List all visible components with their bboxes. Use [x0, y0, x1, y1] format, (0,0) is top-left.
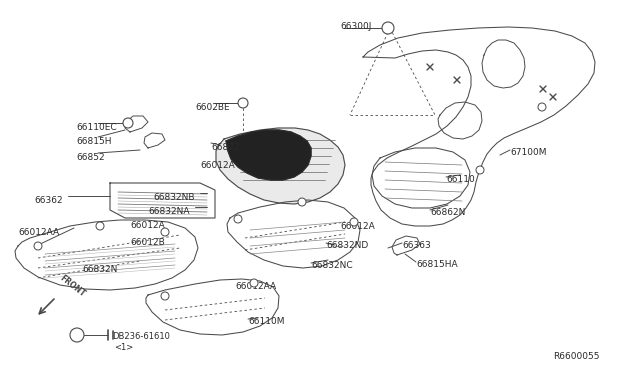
Circle shape	[238, 98, 248, 108]
Text: 66815HA: 66815HA	[416, 260, 458, 269]
Text: 66110: 66110	[446, 175, 475, 184]
Text: R6600055: R6600055	[553, 352, 600, 361]
Polygon shape	[226, 130, 311, 180]
Circle shape	[350, 218, 358, 226]
Circle shape	[250, 279, 258, 287]
Text: 66110EC: 66110EC	[76, 123, 116, 132]
Text: 66862N: 66862N	[430, 208, 465, 217]
Text: 6602BE: 6602BE	[195, 103, 230, 112]
Text: 66822: 66822	[211, 143, 239, 152]
Circle shape	[298, 198, 306, 206]
Text: 66012A: 66012A	[340, 222, 375, 231]
Text: 66363: 66363	[402, 241, 431, 250]
Text: 66832NB: 66832NB	[153, 193, 195, 202]
Text: 66012AA: 66012AA	[18, 228, 59, 237]
Circle shape	[123, 118, 133, 128]
Text: DB236-61610: DB236-61610	[112, 332, 170, 341]
Text: 66815H: 66815H	[76, 137, 111, 146]
Text: 66012B: 66012B	[130, 238, 164, 247]
Text: 66832NA: 66832NA	[148, 207, 189, 216]
Circle shape	[70, 328, 84, 342]
Text: 66012A: 66012A	[130, 221, 164, 230]
Polygon shape	[216, 128, 345, 204]
Circle shape	[382, 22, 394, 34]
Circle shape	[161, 228, 169, 236]
Circle shape	[96, 222, 104, 230]
Text: 66012A: 66012A	[200, 161, 235, 170]
Text: 66832N: 66832N	[82, 265, 117, 274]
Text: FRONT: FRONT	[58, 274, 87, 299]
Text: <1>: <1>	[114, 343, 133, 352]
Circle shape	[34, 242, 42, 250]
Text: 66362: 66362	[34, 196, 63, 205]
Circle shape	[538, 103, 546, 111]
Text: 66012AA: 66012AA	[235, 282, 276, 291]
Circle shape	[161, 292, 169, 300]
Text: 66832NC: 66832NC	[311, 261, 353, 270]
Text: 67100M: 67100M	[510, 148, 547, 157]
Text: 66852: 66852	[76, 153, 104, 162]
Circle shape	[234, 215, 242, 223]
Text: 66300J: 66300J	[340, 22, 371, 31]
Text: 66832ND: 66832ND	[326, 241, 368, 250]
Text: S: S	[74, 330, 80, 340]
Text: 66110M: 66110M	[248, 317, 285, 326]
Circle shape	[476, 166, 484, 174]
